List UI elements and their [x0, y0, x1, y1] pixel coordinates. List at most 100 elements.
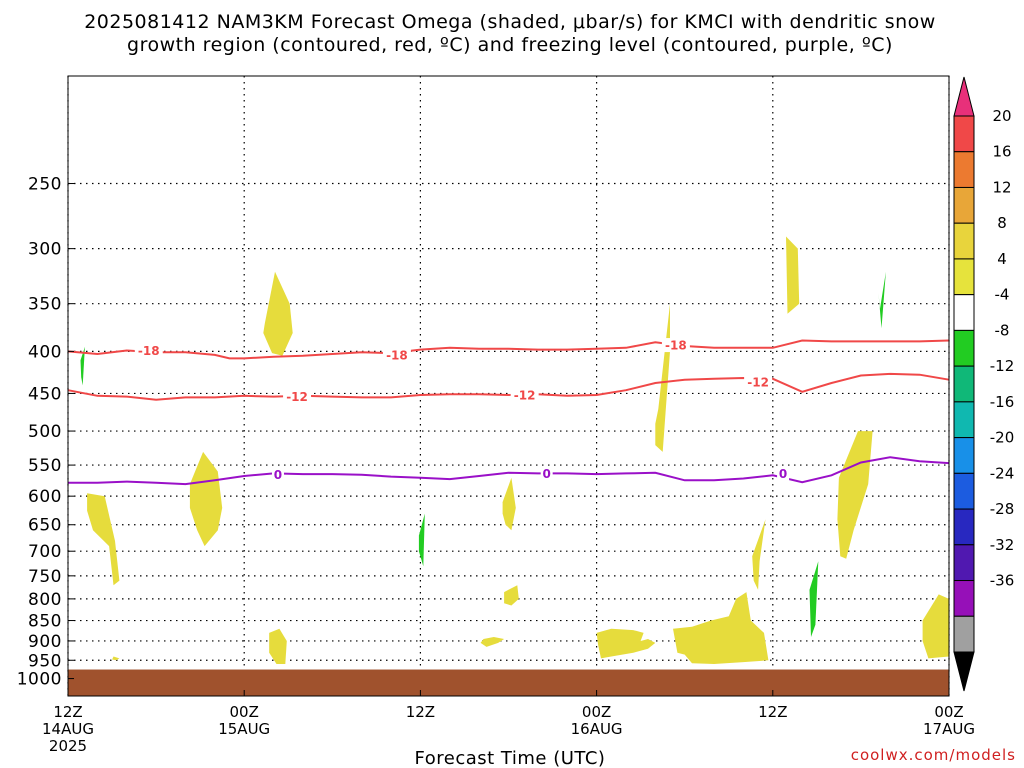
omega-region-13	[673, 592, 769, 664]
colorbar-label-13: -32	[990, 536, 1015, 554]
x-tick-label-36-2: 16AUG	[571, 720, 623, 738]
x-tick-label-12-2: 15AUG	[218, 720, 270, 738]
contour-label-7: 0	[274, 468, 282, 482]
contour-label-5: -12	[514, 389, 536, 403]
colorbar-label-9: -16	[990, 393, 1015, 411]
y-tick-label-500: 500	[28, 422, 62, 442]
colorbar-label-5: 4	[997, 250, 1007, 268]
y-tick-label-300: 300	[28, 240, 62, 260]
colorbar-label-1: 20	[992, 107, 1011, 125]
omega-region-19	[922, 594, 949, 659]
y-tick-label-250: 250	[28, 175, 62, 195]
x-tick-label-36-1: 00Z	[582, 703, 611, 721]
contour-label-bg-1	[134, 343, 163, 358]
y-axis-ticks: 2503003504004505005506006507007508008509…	[17, 175, 74, 690]
terrain-surface	[68, 669, 949, 696]
contour-label-bg-5	[510, 388, 539, 403]
x-tick-label-0-3: 2025	[49, 737, 87, 755]
y-tick-label-750: 750	[28, 567, 62, 587]
colorbar-label-10: -20	[990, 429, 1015, 447]
y-tick-label-700: 700	[28, 542, 62, 562]
x-tick-label-0-1: 12Z	[53, 703, 82, 721]
omega-region-7	[418, 513, 425, 567]
omega-region-2	[112, 656, 120, 661]
omega-region-9	[504, 585, 519, 606]
contour-lines	[67, 339, 950, 486]
omega-region-18	[878, 271, 886, 329]
colorbar-label-7: -8	[995, 321, 1010, 339]
contour-label-2: -18	[386, 348, 408, 362]
omega-region-14	[752, 519, 766, 590]
x-tick-label-12-1: 00Z	[230, 703, 259, 721]
omega-region-5	[269, 628, 287, 664]
x-tick-label-60-2: 17AUG	[923, 720, 975, 738]
contour-label-bg-7	[271, 467, 284, 482]
x-tick-label-48-1: 12Z	[758, 703, 787, 721]
contour-label-bg-9	[777, 466, 790, 481]
colorbar-box-9	[953, 401, 975, 439]
colorbar-label-4: 8	[997, 214, 1007, 232]
omega-region-16	[809, 561, 819, 637]
omega-region-1	[87, 493, 120, 586]
colorbar-box-11	[953, 472, 975, 510]
contour-label-bg-8	[540, 466, 553, 481]
contour-label-3: -18	[665, 339, 687, 353]
contour-label-bg-3	[661, 338, 690, 353]
contour-label-6: -12	[747, 376, 769, 390]
colorbar-box-7	[953, 329, 975, 367]
y-tick-label-450: 450	[28, 384, 62, 404]
colorbar-box-6	[953, 294, 975, 331]
omega-region-6	[80, 346, 85, 386]
y-tick-label-850: 850	[28, 612, 62, 632]
y-tick-label-800: 800	[28, 590, 62, 610]
contour-label-1: -18	[138, 344, 160, 358]
colorbar-box-4	[953, 222, 975, 260]
contour-labels: -18 -18 -18 -12 -12 -12 0 0 0	[134, 338, 790, 482]
y-tick-label-900: 900	[28, 632, 62, 652]
colorbar-box-12	[953, 508, 975, 546]
omega-region-10	[480, 637, 505, 647]
colorbar-label-11: -24	[990, 464, 1015, 482]
omega-region-4	[263, 271, 293, 356]
x-tick-label-24-1: 12Z	[406, 703, 435, 721]
contour-line-0	[68, 456, 950, 486]
x-axis-label: Forecast Time (UTC)	[415, 748, 606, 768]
colorbar-label-6: -4	[995, 286, 1010, 304]
omega-region-17	[837, 431, 873, 559]
contour-label-8: 0	[542, 467, 550, 481]
y-tick-label-400: 400	[28, 342, 62, 362]
omega-region-15	[786, 236, 800, 314]
y-tick-label-950: 950	[28, 651, 62, 671]
y-tick-label-550: 550	[28, 456, 62, 476]
y-tick-label-650: 650	[28, 516, 62, 536]
colorbar-label-14: -36	[990, 572, 1015, 590]
chart-title-line-1: 2025081412 NAM3KM Forecast Omega (shaded…	[84, 11, 936, 33]
colorbar-box-14	[953, 580, 975, 617]
colorbar-box-10	[953, 437, 975, 474]
y-tick-label-350: 350	[28, 295, 62, 315]
colorbar-label-2: 16	[992, 143, 1011, 161]
omega-region-11	[596, 628, 656, 659]
contour-label-4: -12	[286, 390, 308, 404]
plot-frame	[67, 75, 950, 697]
contour-label-bg-2	[382, 347, 411, 362]
contour-label-bg-4	[283, 389, 312, 404]
colorbar-top-arrow	[953, 76, 975, 117]
y-tick-label-600: 600	[28, 487, 62, 507]
colorbar-label-8: -12	[990, 357, 1015, 375]
colorbar-label-3: 12	[992, 178, 1011, 196]
contour-line--18	[67, 339, 950, 360]
x-tick-label-60-1: 00Z	[934, 703, 963, 721]
contour-label-9: 0	[779, 467, 787, 481]
colorbar-box-13	[953, 544, 975, 582]
contour-label-bg-6	[744, 375, 773, 390]
y-tick-label-1000: 1000	[17, 670, 62, 690]
omega-shading	[80, 236, 949, 664]
x-tick-label-0-2: 14AUG	[42, 720, 94, 738]
contour-line--12	[67, 372, 950, 401]
credit-text: coolwx.com/models	[851, 746, 1016, 764]
colorbar-box-1	[953, 115, 975, 153]
omega-region-8	[502, 477, 516, 531]
